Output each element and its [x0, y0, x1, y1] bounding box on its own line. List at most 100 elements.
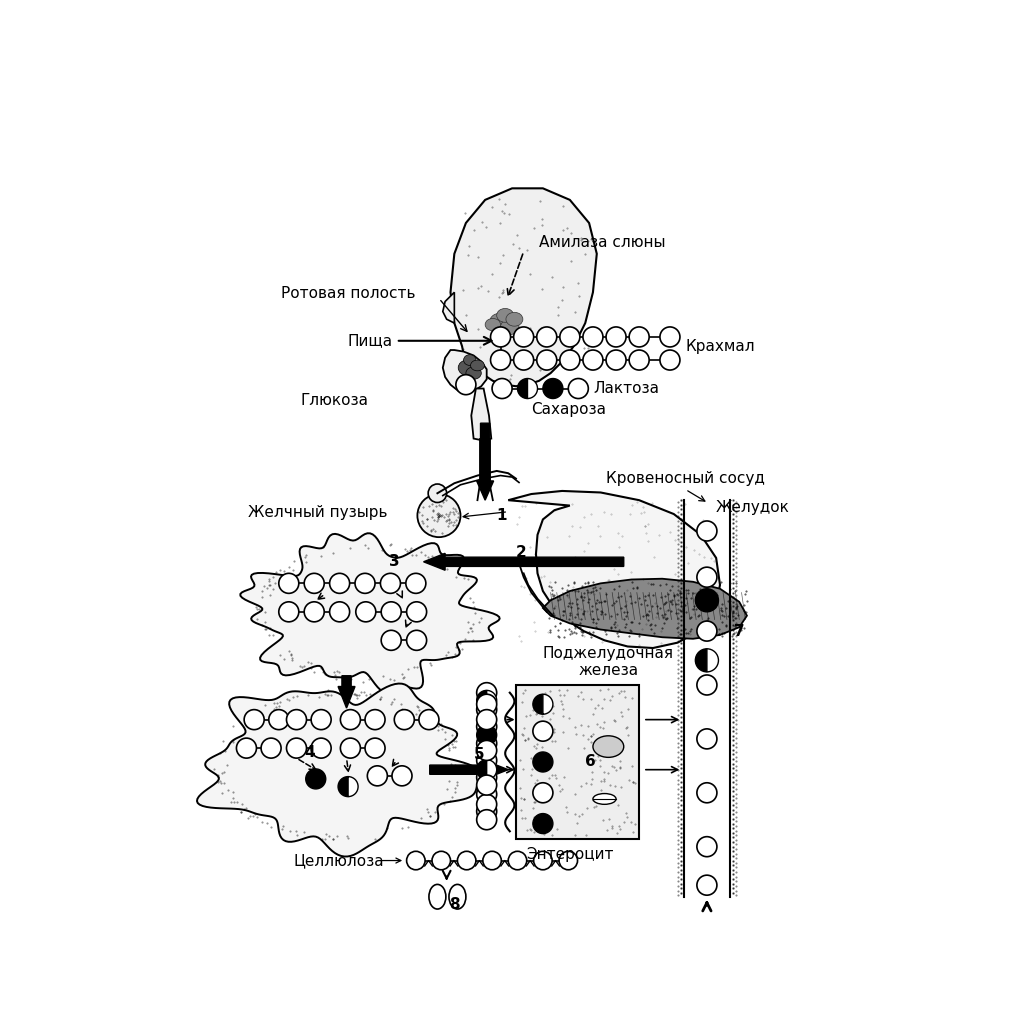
Circle shape — [559, 851, 577, 869]
Polygon shape — [240, 534, 500, 693]
Ellipse shape — [497, 308, 514, 323]
Circle shape — [340, 738, 360, 758]
Circle shape — [368, 766, 387, 785]
Circle shape — [304, 602, 325, 622]
Ellipse shape — [593, 736, 623, 758]
Circle shape — [543, 379, 563, 398]
Text: Энтероцит: Энтероцит — [526, 847, 613, 862]
Circle shape — [537, 327, 557, 347]
Circle shape — [697, 837, 717, 857]
Circle shape — [330, 573, 349, 593]
FancyArrow shape — [338, 676, 355, 708]
Circle shape — [477, 699, 497, 720]
Polygon shape — [471, 388, 491, 440]
Wedge shape — [543, 694, 553, 715]
Circle shape — [630, 327, 649, 347]
Text: 8: 8 — [449, 897, 459, 912]
Text: Ротовая полость: Ротовая полость — [281, 287, 416, 301]
Circle shape — [457, 851, 476, 869]
Circle shape — [477, 767, 497, 787]
Circle shape — [477, 733, 497, 754]
Circle shape — [417, 494, 460, 538]
Text: Пища: Пища — [347, 333, 392, 348]
Wedge shape — [518, 379, 528, 398]
Wedge shape — [533, 694, 543, 715]
Circle shape — [483, 851, 501, 869]
Circle shape — [340, 710, 360, 730]
Text: Сахароза: Сахароза — [531, 401, 606, 417]
Circle shape — [697, 675, 717, 695]
Circle shape — [330, 602, 349, 622]
Circle shape — [355, 602, 376, 622]
Ellipse shape — [449, 885, 466, 909]
Circle shape — [355, 573, 375, 593]
Ellipse shape — [593, 794, 616, 804]
Circle shape — [365, 710, 385, 730]
Text: Лактоза: Лактоза — [593, 381, 659, 396]
FancyArrow shape — [429, 761, 508, 778]
Ellipse shape — [500, 319, 519, 335]
Circle shape — [583, 327, 603, 347]
Circle shape — [533, 721, 553, 741]
Circle shape — [407, 851, 425, 869]
Ellipse shape — [463, 354, 476, 366]
Circle shape — [514, 327, 534, 347]
Wedge shape — [487, 760, 497, 779]
Circle shape — [304, 573, 325, 593]
Wedge shape — [477, 690, 487, 711]
Circle shape — [560, 350, 580, 370]
Circle shape — [380, 573, 401, 593]
Circle shape — [477, 810, 497, 829]
Polygon shape — [443, 350, 487, 392]
Ellipse shape — [490, 313, 511, 330]
Circle shape — [477, 740, 497, 761]
Circle shape — [407, 602, 426, 622]
Circle shape — [394, 710, 414, 730]
Circle shape — [477, 694, 497, 715]
Circle shape — [381, 602, 402, 622]
Circle shape — [537, 350, 557, 370]
Circle shape — [477, 751, 497, 770]
Circle shape — [583, 350, 603, 370]
Circle shape — [533, 814, 553, 834]
Circle shape — [477, 801, 497, 821]
Circle shape — [269, 710, 289, 730]
Text: Амилаза слюны: Амилаза слюны — [539, 234, 665, 250]
FancyArrow shape — [423, 553, 623, 570]
Circle shape — [660, 350, 680, 370]
Ellipse shape — [466, 367, 482, 379]
Circle shape — [660, 327, 680, 347]
Text: Глюкоза: Глюкоза — [300, 392, 369, 408]
Circle shape — [697, 729, 717, 749]
Text: 4: 4 — [304, 745, 315, 760]
Text: 5: 5 — [473, 746, 484, 762]
Circle shape — [697, 567, 717, 587]
Text: Желчный пузырь: Желчный пузырь — [248, 505, 387, 520]
Circle shape — [491, 327, 510, 347]
Wedge shape — [707, 649, 719, 672]
Wedge shape — [528, 379, 537, 398]
Text: Крахмал: Крахмал — [685, 339, 755, 353]
Polygon shape — [543, 579, 747, 639]
Circle shape — [278, 602, 299, 622]
Circle shape — [560, 327, 580, 347]
Circle shape — [697, 876, 717, 895]
Circle shape — [278, 573, 299, 593]
Text: 2: 2 — [516, 545, 527, 560]
Wedge shape — [477, 760, 487, 779]
Circle shape — [606, 327, 626, 347]
Circle shape — [311, 710, 331, 730]
Ellipse shape — [506, 312, 523, 327]
Wedge shape — [338, 776, 348, 797]
Polygon shape — [451, 188, 597, 386]
Ellipse shape — [429, 885, 446, 909]
Circle shape — [534, 851, 553, 869]
Circle shape — [287, 710, 306, 730]
Circle shape — [514, 350, 534, 370]
Circle shape — [306, 769, 326, 788]
Circle shape — [477, 717, 497, 736]
Circle shape — [697, 521, 717, 541]
Circle shape — [311, 738, 331, 758]
Text: 3: 3 — [389, 554, 400, 569]
Polygon shape — [516, 685, 639, 839]
